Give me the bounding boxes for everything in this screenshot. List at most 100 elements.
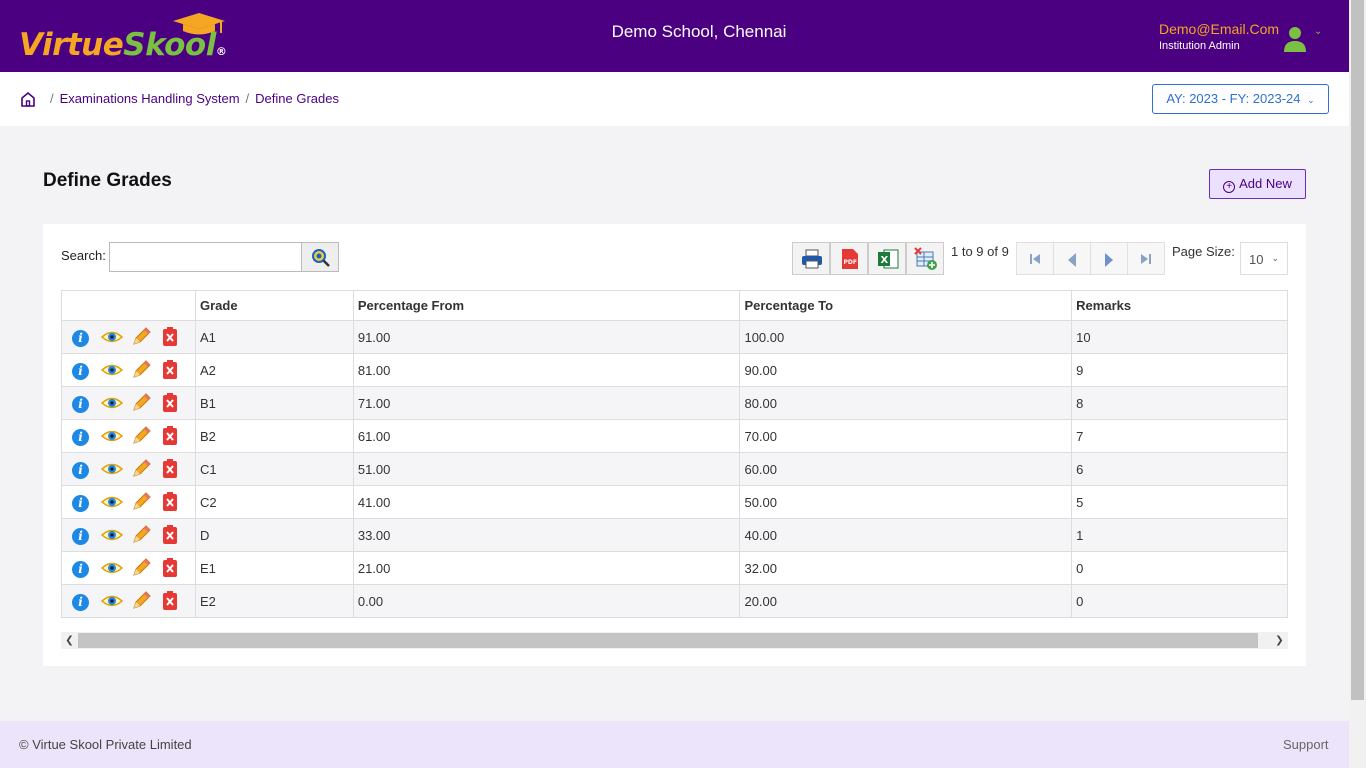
vertical-scrollbar[interactable] bbox=[1349, 0, 1366, 768]
table-row[interactable]: i B2 61.00 70.00 7 bbox=[61, 419, 1288, 453]
info-icon[interactable]: i bbox=[72, 362, 89, 380]
grades-table-body: i A1 91.00 100.00 10 i A2 81.00 90.00 9 i B1 71.00 80… bbox=[61, 320, 1288, 618]
table-row[interactable]: i E1 21.00 32.00 0 bbox=[61, 551, 1288, 585]
table-row[interactable]: i C1 51.00 60.00 6 bbox=[61, 452, 1288, 486]
edit-icon[interactable] bbox=[130, 491, 152, 513]
table-row[interactable]: i E2 0.00 20.00 0 bbox=[61, 584, 1288, 618]
delete-icon[interactable] bbox=[159, 392, 181, 414]
column-chooser-button[interactable] bbox=[906, 242, 944, 275]
breadcrumb-separator: / bbox=[245, 91, 250, 106]
table-row[interactable]: i A2 81.00 90.00 9 bbox=[61, 353, 1288, 387]
user-avatar-icon[interactable] bbox=[1283, 26, 1307, 52]
view-icon[interactable] bbox=[100, 590, 124, 612]
printer-icon bbox=[802, 249, 822, 269]
table-header-row: Grade Percentage From Percentage To Rema… bbox=[61, 290, 1288, 321]
plus-circle-icon: + bbox=[1223, 181, 1236, 193]
column-header-remarks[interactable]: Remarks bbox=[1071, 290, 1288, 321]
view-icon[interactable] bbox=[100, 425, 124, 447]
delete-icon[interactable] bbox=[159, 524, 181, 546]
table-row[interactable]: i A1 91.00 100.00 10 bbox=[61, 320, 1288, 354]
first-page-button[interactable] bbox=[1016, 242, 1054, 275]
cell-grade: B1 bbox=[194, 386, 354, 420]
delete-icon[interactable] bbox=[159, 557, 181, 579]
next-page-button[interactable] bbox=[1090, 242, 1128, 275]
print-button[interactable] bbox=[792, 242, 830, 275]
search-button[interactable] bbox=[301, 242, 339, 272]
column-header-percentage-to[interactable]: Percentage To bbox=[739, 290, 1073, 321]
delete-icon[interactable] bbox=[159, 458, 181, 480]
edit-icon[interactable] bbox=[130, 557, 152, 579]
column-header-grade[interactable]: Grade bbox=[194, 290, 354, 321]
edit-icon[interactable] bbox=[130, 392, 152, 414]
page-size-label: Page Size: bbox=[1172, 244, 1235, 259]
table-row[interactable]: i C2 41.00 50.00 5 bbox=[61, 485, 1288, 519]
table-row[interactable]: i D 33.00 40.00 1 bbox=[61, 518, 1288, 552]
view-icon[interactable] bbox=[100, 491, 124, 513]
edit-icon[interactable] bbox=[130, 326, 152, 348]
info-icon[interactable]: i bbox=[72, 461, 89, 479]
export-pdf-button[interactable]: PDF bbox=[830, 242, 868, 275]
row-actions-cell: i bbox=[61, 452, 196, 486]
chevron-down-icon: ⌄ bbox=[1307, 95, 1315, 105]
info-icon[interactable]: i bbox=[72, 527, 89, 545]
previous-page-button[interactable] bbox=[1053, 242, 1091, 275]
page-size-select[interactable]: 10 ⌄ bbox=[1240, 242, 1288, 275]
info-icon[interactable]: i bbox=[72, 395, 89, 413]
view-icon[interactable] bbox=[100, 557, 124, 579]
footer bbox=[0, 721, 1349, 768]
edit-icon[interactable] bbox=[130, 425, 152, 447]
last-page-icon bbox=[1141, 254, 1151, 264]
info-icon[interactable]: i bbox=[72, 593, 89, 611]
edit-icon[interactable] bbox=[130, 359, 152, 381]
row-actions-cell: i bbox=[61, 386, 196, 420]
logo-word-skool: Skool bbox=[123, 27, 216, 63]
page-title: Define Grades bbox=[43, 170, 172, 191]
next-page-icon bbox=[1105, 253, 1113, 267]
info-icon[interactable]: i bbox=[72, 329, 89, 347]
view-icon[interactable] bbox=[100, 392, 124, 414]
scrollbar-thumb[interactable] bbox=[78, 633, 1258, 648]
view-icon[interactable] bbox=[100, 524, 124, 546]
cell-percentage-from: 61.00 bbox=[352, 419, 741, 453]
add-new-button[interactable]: + Add New bbox=[1209, 169, 1306, 199]
home-icon[interactable] bbox=[20, 91, 36, 107]
school-name: Demo School, Chennai bbox=[611, 22, 787, 41]
export-excel-button[interactable]: X bbox=[868, 242, 906, 275]
view-icon[interactable] bbox=[100, 359, 124, 381]
scroll-left-icon[interactable]: ❮ bbox=[65, 635, 74, 646]
view-icon[interactable] bbox=[100, 326, 124, 348]
virtueskool-logo[interactable]: VirtueSkool® bbox=[19, 13, 244, 63]
edit-icon[interactable] bbox=[130, 458, 152, 480]
breadcrumb-bar: / Examinations Handling System / Define Gra… bbox=[0, 72, 1349, 126]
chevron-down-icon[interactable]: ⌄ bbox=[1314, 26, 1323, 37]
horizontal-scrollbar[interactable]: ❮ ❯ bbox=[61, 632, 1288, 649]
table-row[interactable]: i B1 71.00 80.00 8 bbox=[61, 386, 1288, 420]
scroll-right-icon[interactable]: ❯ bbox=[1275, 635, 1284, 646]
delete-icon[interactable] bbox=[159, 425, 181, 447]
column-header-percentage-from[interactable]: Percentage From bbox=[352, 290, 741, 321]
support-link[interactable]: Support bbox=[1283, 737, 1329, 752]
user-email[interactable]: Demo@Email.Com bbox=[1159, 21, 1280, 37]
edit-icon[interactable] bbox=[130, 590, 152, 612]
edit-icon[interactable] bbox=[130, 524, 152, 546]
info-icon[interactable]: i bbox=[72, 494, 89, 512]
view-icon[interactable] bbox=[100, 458, 124, 480]
chevron-down-icon: ⌄ bbox=[1271, 253, 1279, 263]
delete-icon[interactable] bbox=[159, 359, 181, 381]
delete-icon[interactable] bbox=[159, 326, 181, 348]
academic-year-selector[interactable]: AY: 2023 - FY: 2023-24 ⌄ bbox=[1152, 84, 1329, 114]
info-icon[interactable]: i bbox=[72, 428, 89, 446]
info-icon[interactable]: i bbox=[72, 560, 89, 578]
search-input[interactable] bbox=[109, 242, 302, 272]
delete-icon[interactable] bbox=[159, 491, 181, 513]
pdf-icon: PDF bbox=[842, 249, 858, 269]
cell-percentage-from: 21.00 bbox=[352, 551, 741, 585]
scrollbar-thumb[interactable] bbox=[1351, 0, 1364, 700]
breadcrumb-link-examinations[interactable]: Examinations Handling System bbox=[59, 91, 240, 106]
user-role: Institution Admin bbox=[1159, 40, 1240, 52]
last-page-button[interactable] bbox=[1127, 242, 1165, 275]
cell-remarks: 0 bbox=[1071, 551, 1288, 585]
delete-icon[interactable] bbox=[159, 590, 181, 612]
cell-remarks: 1 bbox=[1071, 518, 1288, 552]
search-label: Search: bbox=[61, 248, 106, 263]
